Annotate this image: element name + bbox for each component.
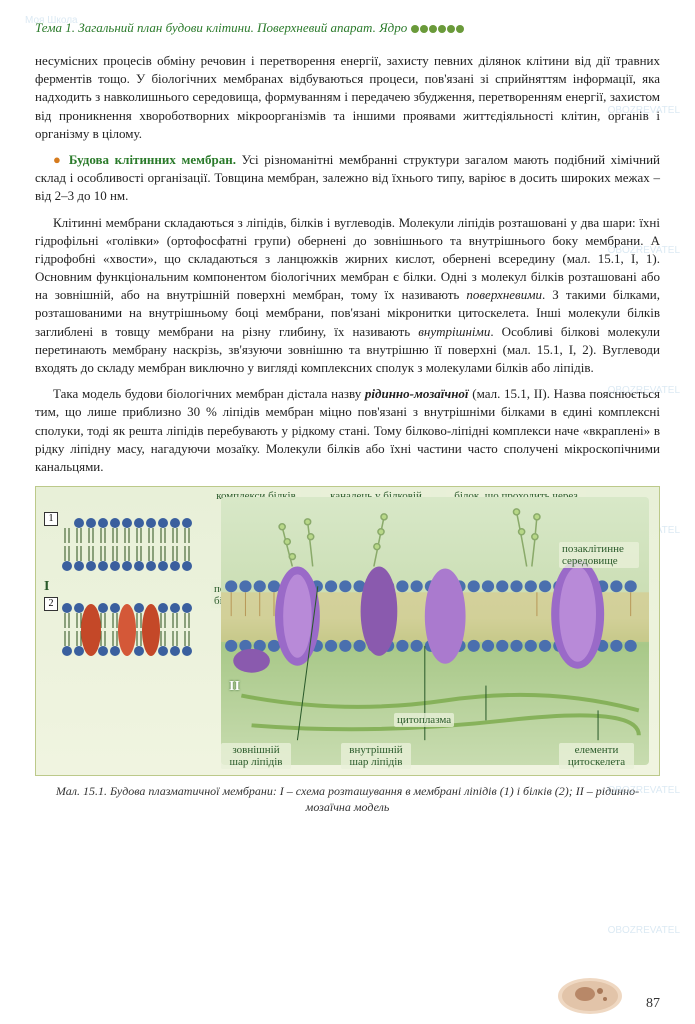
callout-1: 1 — [44, 512, 58, 526]
lipid-bilayer-1: 1 — [46, 517, 201, 572]
label-cytoplasm: цитоплазма — [394, 713, 454, 727]
paragraph-4: Така модель будови біологічних мембран д… — [35, 385, 660, 476]
callout-2: 2 — [44, 597, 58, 611]
p4-part-a: Така модель будови біологічних мембран д… — [53, 386, 365, 401]
term-internal: внутрішніми — [418, 324, 490, 339]
paragraph-3: Клітинні мембрани складаються з ліпідів,… — [35, 214, 660, 378]
chain-decoration-icon — [410, 23, 470, 35]
page-number: 87 — [646, 996, 660, 1012]
paragraph-1: несумісних процесів обміну речовин і пер… — [35, 52, 660, 143]
figure-15-1: комплекси білків з вуглеводами каналець … — [35, 486, 660, 776]
term-surface: поверхневими — [466, 287, 542, 302]
label-inner-lipid: внутрішній шар ліпідів — [341, 743, 411, 769]
cell-decoration-icon — [555, 971, 625, 1016]
label-cytoskeleton: елементи цитоскелета — [559, 743, 634, 769]
roman-2: II — [229, 679, 240, 695]
lipid-bilayer-2: 2 — [46, 602, 201, 657]
term-fluid-mosaic: рідинно-мозаїчної — [365, 386, 469, 401]
topic-text: Тема 1. Загальний план будови клітини. П… — [35, 20, 407, 35]
section-heading: Будова клітинних мембран. — [69, 152, 236, 167]
bullet-icon: ● — [53, 152, 69, 167]
label-extracellular: позаклітинне середовище — [559, 542, 639, 568]
label-outer-lipid: зовнішній шар ліпідів — [221, 743, 291, 769]
topic-header: Тема 1. Загальний план будови клітини. П… — [35, 20, 660, 40]
figure-caption: Мал. 15.1. Будова плазматичної мембрани:… — [35, 784, 660, 815]
paragraph-2: ● Будова клітинних мембран. Усі різноман… — [35, 151, 660, 206]
watermark: OBOZREVATEL — [608, 925, 680, 936]
diagram-panel-1: 1 I 2 — [46, 517, 201, 672]
roman-1: I — [44, 579, 49, 595]
textbook-page: Моя Школа OBOZREVATEL OBOZREVATEL OBOZRE… — [0, 0, 695, 1024]
